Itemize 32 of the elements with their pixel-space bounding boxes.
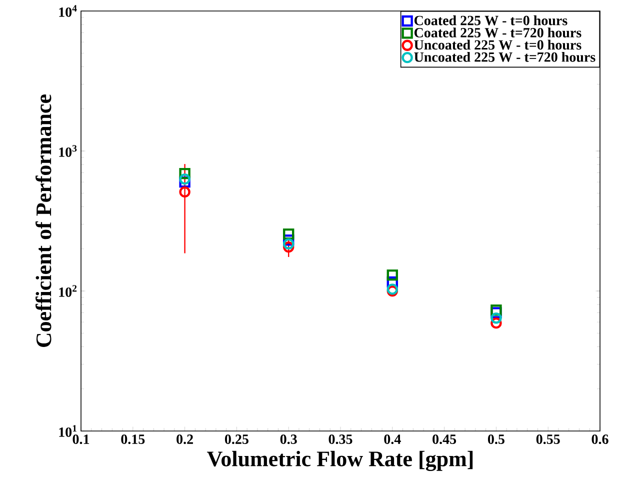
y-axis-title: Coefficient of Performance bbox=[36, 94, 52, 347]
legend-label: Coated 225 W - t=0 hours bbox=[414, 15, 568, 26]
point bbox=[490, 307, 502, 318]
y-tick-label: 10$^{2}$ bbox=[59, 285, 77, 297]
point bbox=[490, 312, 502, 324]
y-tick-label: 10$^{4}$ bbox=[59, 5, 77, 17]
point bbox=[283, 228, 294, 240]
x-axis-title: Volumetric Flow Rate [gpm] bbox=[207, 450, 473, 471]
legend-label: Coated 225 W - t=720 hours bbox=[414, 28, 582, 38]
x-tick-label: 0.45 bbox=[432, 434, 456, 444]
point bbox=[283, 241, 294, 253]
x-tick-label: 0.25 bbox=[224, 434, 248, 444]
point bbox=[179, 176, 190, 188]
point bbox=[386, 276, 398, 288]
x-tick-label: 0.15 bbox=[121, 434, 145, 444]
x-tick-label: 0.2 bbox=[176, 434, 193, 444]
x-tick-label: 0.1 bbox=[72, 434, 90, 444]
x-tick-label: 0.55 bbox=[536, 434, 560, 444]
point bbox=[179, 186, 190, 198]
x-tick-label: 0.4 bbox=[384, 434, 401, 444]
legend-label: Uncoated 225 W - t=0 hours bbox=[414, 40, 582, 50]
legend-label: Uncoated 225 W - t=720 hours bbox=[414, 52, 596, 62]
point bbox=[490, 304, 502, 316]
point bbox=[490, 317, 502, 329]
point bbox=[179, 174, 190, 185]
point bbox=[179, 168, 190, 180]
x-tick-label: 0.3 bbox=[280, 434, 297, 444]
point bbox=[386, 269, 398, 281]
y-tick-label: 10$^{3}$ bbox=[59, 145, 77, 157]
x-tick-label: 0.35 bbox=[328, 434, 352, 444]
x-tick-label: 0.5 bbox=[488, 434, 504, 444]
x-tick-label: 0.6 bbox=[592, 434, 608, 444]
